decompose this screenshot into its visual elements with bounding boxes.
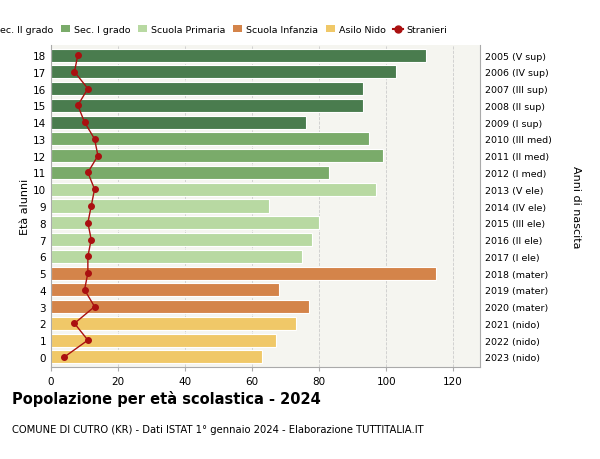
Point [80,286,89,294]
Text: Popolazione per età scolastica - 2024: Popolazione per età scolastica - 2024 [12,390,321,406]
Bar [51,66,396,79]
Text: COMUNE DI CUTRO (KR) - Dati ISTAT 1° gennaio 2024 - Elaborazione TUTTITALIA.IT: COMUNE DI CUTRO (KR) - Dati ISTAT 1° gen… [12,424,424,434]
Point [86,203,96,210]
Y-axis label: Età alunni: Età alunni [20,179,30,235]
Bar [51,301,309,313]
Bar [51,267,436,280]
Point [90,186,100,194]
Bar [51,234,313,246]
Y-axis label: Anni di nascita: Anni di nascita [571,165,581,248]
Point [83,270,92,277]
Point [59,353,69,361]
Bar [51,351,262,364]
Bar [51,150,383,163]
Point [90,136,100,143]
Point [93,153,103,160]
Bar [51,334,275,347]
Point [83,337,92,344]
Legend: Sec. II grado, Sec. I grado, Scuola Primaria, Scuola Infanzia, Asilo Nido, Stran: Sec. II grado, Sec. I grado, Scuola Prim… [0,26,448,35]
Bar [51,183,376,196]
Point [83,86,92,93]
Bar [51,167,329,179]
Point [83,169,92,177]
Bar [51,133,370,146]
Point [73,102,83,110]
Bar [51,250,302,263]
Point [80,119,89,127]
Point [83,253,92,260]
Bar [51,317,296,330]
Bar [51,50,427,62]
Bar [51,217,319,230]
Bar [51,116,306,129]
Bar [51,284,279,297]
Point [90,303,100,311]
Bar [51,83,362,96]
Bar [51,200,269,213]
Bar [51,100,362,112]
Point [83,219,92,227]
Point [70,69,79,76]
Point [86,236,96,244]
Point [73,52,83,60]
Point [70,320,79,327]
